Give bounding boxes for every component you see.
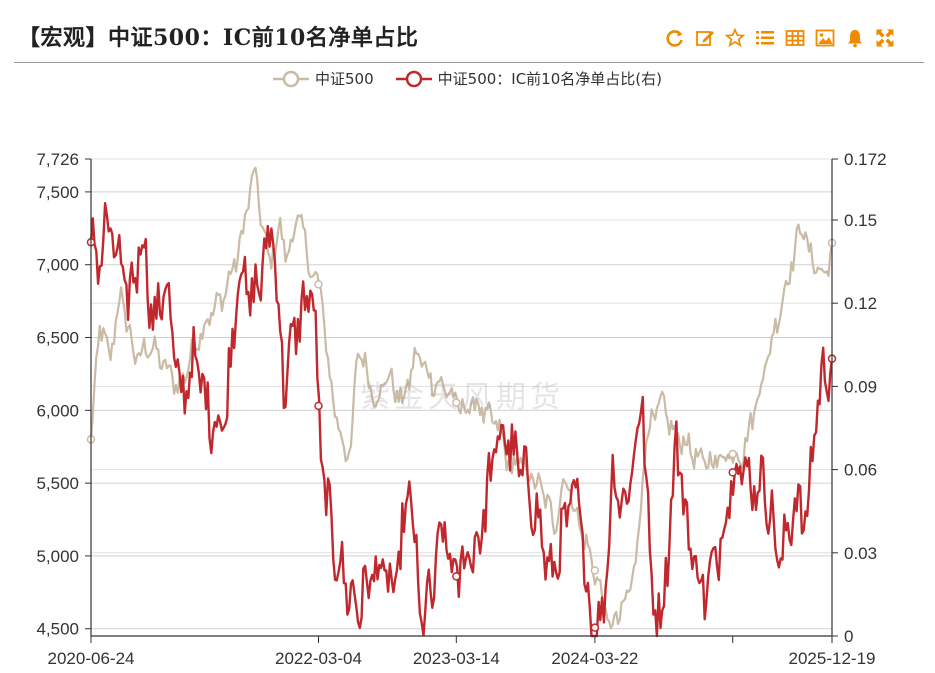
y-right-tick-label: 0.12 [844,294,877,313]
legend-item-ic-ratio[interactable]: 中证500：IC前10名净单占比(右) [395,68,662,89]
x-tick-label: 2022-03-04 [275,649,362,668]
y-right-tick-label: 0 [844,627,853,646]
series-point-ic-ratio [314,401,323,411]
series-point-csi500 [728,449,737,459]
y-left-tick-label: 6,500 [36,329,79,348]
series-point-ic-ratio [452,572,461,581]
legend-item-csi500[interactable]: 中证500 [273,68,374,89]
series-point-ic-ratio [590,623,600,632]
legend-marker-csi500 [273,70,310,87]
expand-icon[interactable] [873,26,897,50]
legend-marker-ic-ratio [395,70,432,87]
x-tick-label: 2023-03-14 [413,649,500,668]
legend-label-csi500: 中证500 [315,70,374,88]
series-point-csi500 [314,280,323,289]
table-icon[interactable] [783,26,807,50]
series-layer [86,166,837,638]
y-right-tick-label: 0.09 [844,377,877,396]
y-left-tick-label: 5,000 [36,547,79,566]
list-icon[interactable] [753,26,777,50]
x-tick-label: 2024-03-22 [551,649,638,668]
y-left-tick-label: 5,500 [36,474,79,493]
y-left-tick-label: 6,000 [36,401,79,420]
series-line-ic-ratio [89,202,834,638]
y-right-tick-label: 0.06 [844,461,877,480]
star-icon[interactable] [723,26,747,50]
chart-legend: 中证500 中证500：IC前10名净单占比(右) [0,68,935,89]
edit-icon[interactable] [693,26,717,50]
axes: 4,500 5,000 5,500 6,000 6,500 7,000 7,500 7,726… [36,150,886,668]
series-point-csi500 [452,398,461,407]
chart-header: 【宏观】中证500：IC前10名净单占比 [0,0,935,64]
refresh-icon[interactable] [663,26,687,50]
y-right-tick-label: 0.15 [844,211,877,230]
x-tick-label: 2025-12-19 [789,649,876,668]
bell-icon[interactable] [843,26,867,50]
y-left-tick-label: 7,726 [36,150,79,169]
y-right-tick-label: 0.03 [844,544,877,563]
y-left-tick-label: 4,500 [36,620,79,639]
toolbar [663,26,897,50]
y-left-tick-label: 7,500 [36,183,79,202]
y-left-tick-label: 7,000 [36,256,79,275]
legend-label-ic-ratio: 中证500：IC前10名净单占比(右) [437,70,662,88]
header-divider [14,62,924,63]
image-icon[interactable] [813,26,837,50]
series-point-ic-ratio [728,468,737,477]
x-tick-label: 2020-06-24 [48,649,135,668]
y-right-tick-label: 0.172 [844,150,887,169]
page-title: 【宏观】中证500：IC前10名净单占比 [18,25,419,51]
series-line-csi500 [89,166,834,630]
series-point-csi500 [590,566,600,575]
